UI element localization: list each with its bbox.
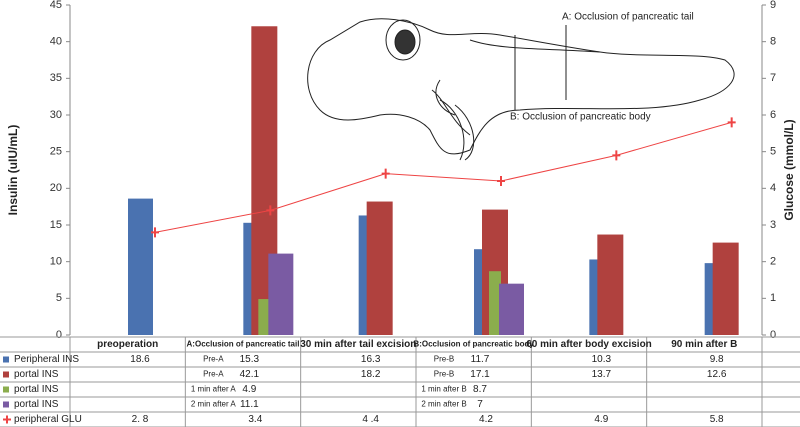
- legend-key: [3, 415, 11, 424]
- table-value: 4.9: [242, 384, 256, 395]
- marker: [381, 168, 390, 179]
- y2-tick-label: 6: [770, 109, 776, 121]
- y2-tick-label: 0: [770, 329, 776, 341]
- table-sublabel: Pre-A: [203, 355, 224, 364]
- table-value: 5.8: [710, 414, 724, 425]
- x-tick-label: 90 min after B: [671, 339, 737, 350]
- bar: [489, 271, 501, 335]
- legend-label: peripheral GLU: [14, 414, 82, 425]
- table-value: 11.7: [471, 354, 490, 365]
- x-tick-label: A:Occlusion of pancreatic tail: [187, 340, 300, 349]
- y2-axis-label: Glucose (mmol/L): [782, 119, 796, 220]
- y-tick-label: 40: [50, 36, 62, 48]
- table-value: 13.7: [592, 369, 612, 380]
- legend-label: portal INS: [14, 399, 59, 410]
- pancreas-illustration: [307, 18, 735, 161]
- y2-tick-label: 7: [770, 72, 776, 84]
- table-value: 15.3: [240, 354, 260, 365]
- table-sublabel: 1 min after A: [191, 385, 237, 394]
- line: [154, 121, 732, 233]
- y2-tick-label: 1: [770, 292, 776, 304]
- table-value: 11.1: [240, 399, 259, 410]
- y2-tick-label: 3: [770, 219, 776, 231]
- y-tick-label: 5: [56, 292, 62, 304]
- table-value: 3.4: [248, 414, 262, 425]
- x-tick-label: 60 min after body excision: [526, 339, 652, 350]
- table-sublabel: 2 min after B: [421, 400, 466, 409]
- bar: [499, 283, 524, 335]
- y-tick-label: 15: [50, 219, 62, 231]
- y-tick-label: 30: [50, 109, 62, 121]
- table-value: 2. 8: [132, 414, 149, 425]
- legend-key: [3, 401, 9, 408]
- table-sublabel: 1 min after B: [421, 385, 466, 394]
- y2-tick-label: 2: [770, 256, 776, 268]
- table-value: 4.9: [594, 414, 608, 425]
- x-tick-label: preoperation: [97, 339, 158, 350]
- marker: [266, 205, 275, 216]
- bar: [366, 201, 393, 335]
- table-value: 18.2: [361, 369, 381, 380]
- marker: [612, 150, 621, 161]
- y-tick-label: 20: [50, 182, 62, 194]
- table-value: 4 .4: [362, 414, 379, 425]
- annotation: B: Occlusion of pancreatic body: [510, 112, 651, 123]
- table-sublabel: 2 min after A: [191, 400, 237, 409]
- marker: [497, 176, 505, 186]
- table-sublabel: Pre-A: [203, 370, 224, 379]
- table-value: 16.3: [361, 354, 381, 365]
- bar: [258, 299, 271, 335]
- marker: [151, 227, 159, 238]
- bar: [128, 198, 153, 335]
- table-value: 17.1: [470, 369, 490, 380]
- legend-label: portal INS: [14, 384, 59, 395]
- table-value: 8.7: [473, 384, 487, 395]
- y2-tick-label: 9: [770, 0, 776, 11]
- table-value: 4.2: [479, 414, 493, 425]
- table-sublabel: Pre-B: [434, 370, 454, 379]
- marker: [727, 117, 736, 128]
- y-tick-label: 45: [50, 0, 62, 11]
- table-value: 7: [477, 399, 483, 410]
- bar: [597, 234, 624, 335]
- table-value: 42.1: [240, 369, 260, 380]
- legend-label: portal INS: [14, 369, 59, 380]
- x-tick-label: 30 min after tail excision: [300, 339, 416, 350]
- y-tick-label: 35: [50, 72, 62, 84]
- legend-key: [3, 386, 9, 393]
- y-tick-label: 10: [50, 256, 62, 268]
- legend-key: [3, 356, 9, 363]
- y-tick-label: 25: [50, 146, 62, 158]
- table-value: 10.3: [592, 354, 612, 365]
- legend-key: [3, 371, 9, 378]
- x-tick-label: B:Occlusion of pancreatic body: [413, 340, 534, 349]
- table-sublabel: Pre-B: [434, 355, 454, 364]
- y-axis-label: Insulin (uIU/mL): [6, 125, 20, 216]
- y2-tick-label: 5: [770, 146, 776, 158]
- y2-tick-label: 8: [770, 36, 776, 48]
- table-value: 18.6: [130, 354, 150, 365]
- bar: [268, 253, 294, 335]
- y-tick-label: 0: [56, 329, 62, 341]
- table-value: 12.6: [707, 369, 727, 380]
- annotation: A: Occlusion of pancreatic tail: [562, 12, 694, 23]
- bar: [712, 242, 739, 335]
- y2-tick-label: 4: [770, 182, 776, 194]
- legend-label: Peripheral INS: [14, 354, 79, 365]
- table-value: 9.8: [710, 354, 724, 365]
